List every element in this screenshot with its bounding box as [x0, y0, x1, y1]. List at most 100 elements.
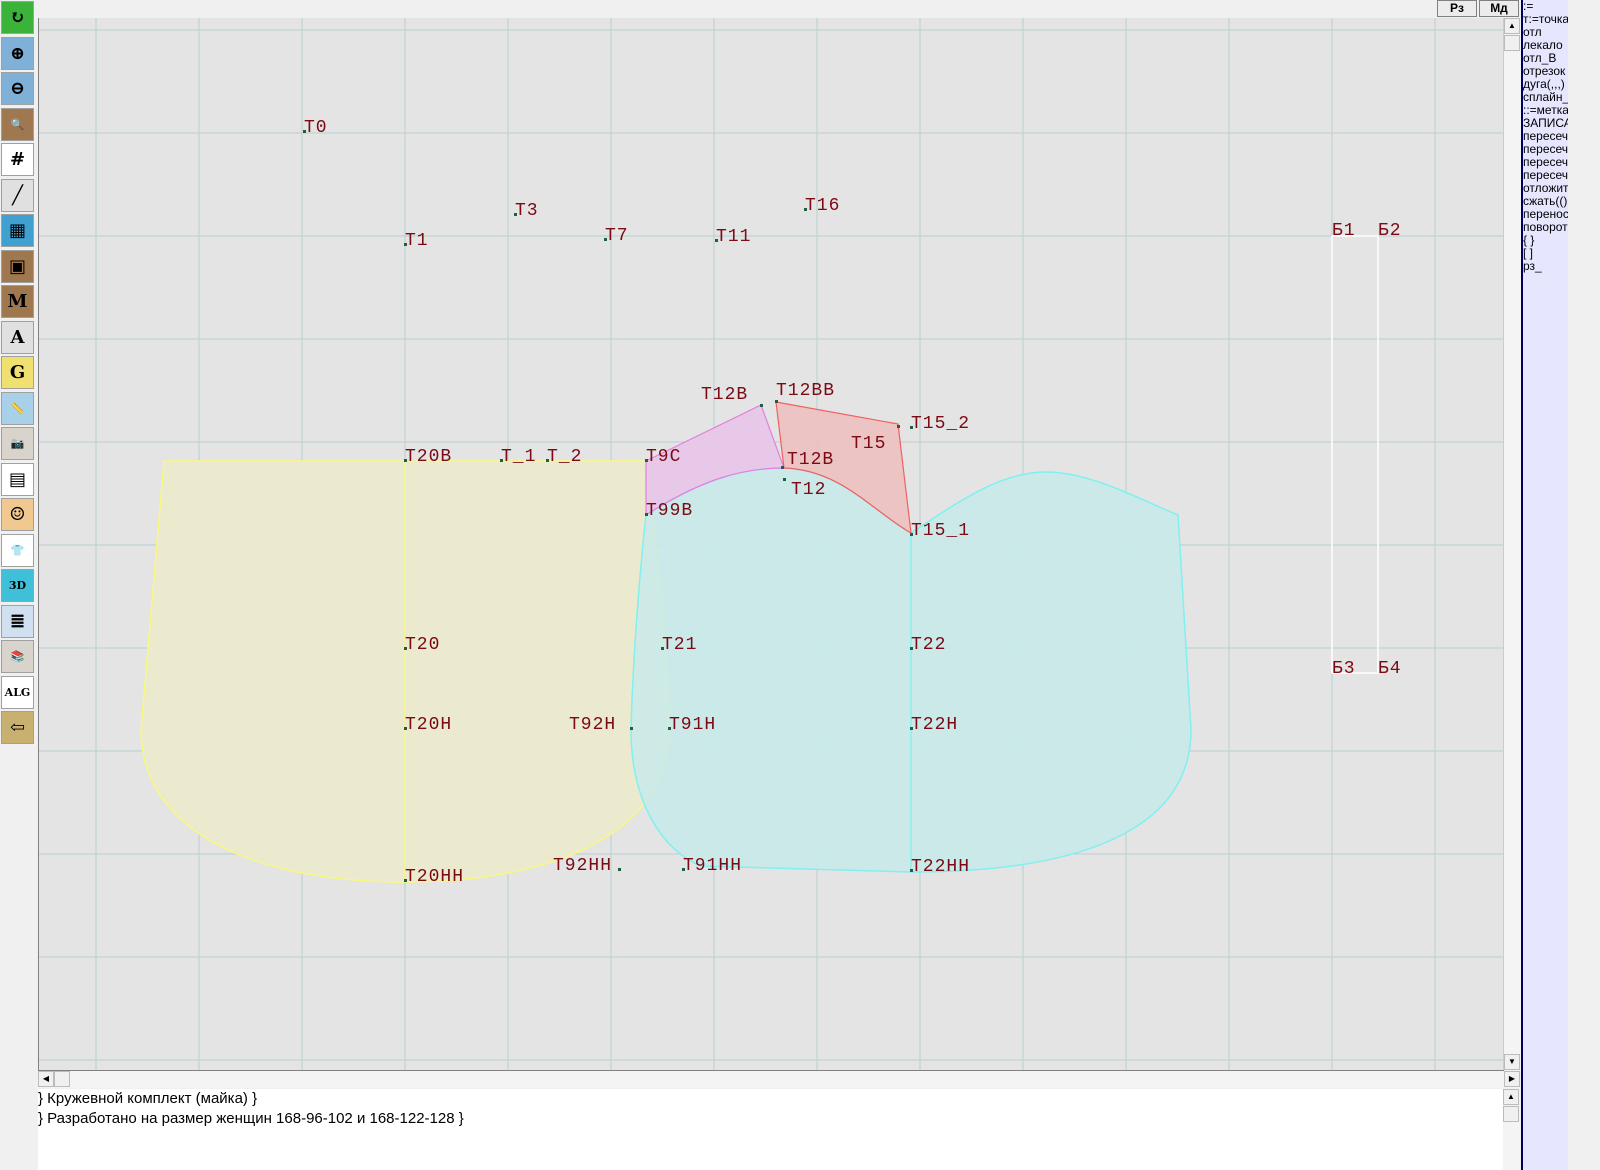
command-item[interactable]: т:=точка — [1523, 13, 1568, 26]
point-marker[interactable] — [404, 647, 407, 650]
point-label: Т21 — [662, 635, 697, 655]
hscroll-thumb[interactable] — [54, 1071, 70, 1087]
point-marker[interactable] — [668, 727, 671, 730]
zoom-in-button[interactable]: ⊕ — [1, 36, 34, 70]
command-item[interactable]: лекало — [1523, 39, 1563, 52]
ruler-button[interactable]: 📏 — [1, 391, 34, 425]
vertical-scrollbar[interactable]: ▲ ▼ — [1503, 18, 1521, 1070]
pattern-magnify-button[interactable]: 🔍 — [1, 107, 34, 141]
avatar-button[interactable]: ☺ — [1, 498, 34, 531]
exit-button[interactable]: ⇦ — [1, 711, 34, 744]
command-item[interactable]: пересеч — [1523, 130, 1568, 143]
command-item[interactable]: пересеч — [1523, 169, 1568, 182]
line-segment-button[interactable]: ╱ — [1, 178, 34, 212]
comment-area[interactable]: } Кружевной комплект (майка) } } Разрабо… — [38, 1089, 1503, 1170]
command-item[interactable]: отл_В — [1523, 52, 1557, 65]
point-marker[interactable] — [910, 647, 913, 650]
command-item[interactable]: отложит — [1523, 182, 1568, 195]
algorithm-button[interactable]: ALG — [1, 675, 34, 709]
command-item[interactable]: сжать(() — [1523, 195, 1568, 208]
pattern-m-button[interactable]: M — [1, 285, 34, 318]
jacket-button[interactable]: 👕 — [1, 533, 34, 567]
point-marker[interactable] — [645, 459, 648, 462]
point-marker[interactable] — [910, 727, 913, 730]
point-marker[interactable] — [514, 213, 517, 216]
pattern-outline-button[interactable]: ▣ — [1, 249, 34, 283]
point-marker[interactable] — [661, 647, 664, 650]
scroll-thumb[interactable] — [1504, 35, 1520, 51]
document-list-button[interactable]: ≣ — [1, 604, 34, 638]
point-marker[interactable] — [682, 868, 685, 871]
scroll-right-button[interactable]: ▶ — [1504, 1071, 1520, 1087]
point-label: Т91НН — [683, 856, 742, 876]
pattern-m-icon: M — [7, 291, 28, 312]
point-marker[interactable] — [783, 478, 786, 481]
point-marker[interactable] — [618, 868, 621, 871]
point-marker[interactable] — [546, 459, 549, 462]
compass-button[interactable]: A — [1, 320, 34, 354]
md-button[interactable]: Мд — [1479, 0, 1519, 17]
point-marker[interactable] — [781, 466, 784, 469]
grid-button[interactable]: # — [1, 143, 34, 176]
map-button[interactable]: ▦ — [1, 214, 34, 247]
command-item[interactable]: рз_ — [1523, 260, 1542, 273]
drawing-canvas[interactable]: Т0 Т1 Т3 Т7 Т11 Т16 Т20В Т_1 Т_2 Т9С Т12В Т12ВВ Т15 Т… — [38, 18, 1504, 1071]
zoom-out-icon: ⊖ — [9, 78, 26, 99]
scroll-left-button[interactable]: ◀ — [38, 1071, 54, 1087]
point-marker[interactable] — [715, 239, 718, 242]
avatar-icon: ☺ — [9, 504, 26, 525]
point-marker[interactable] — [804, 208, 807, 211]
books-button[interactable]: 📚 — [1, 640, 34, 673]
comment-scrollbar[interactable]: ▲ — [1503, 1089, 1520, 1170]
command-item[interactable]: ::=метка — [1523, 104, 1568, 117]
point-marker[interactable] — [775, 400, 778, 403]
point-marker[interactable] — [404, 243, 407, 246]
comment-scroll-up[interactable]: ▲ — [1503, 1089, 1519, 1105]
point-marker[interactable] — [910, 533, 913, 536]
command-item[interactable]: [ ] — [1523, 247, 1534, 260]
command-item[interactable]: отрезок — [1523, 65, 1566, 78]
horizontal-scrollbar[interactable]: ◀ ▶ — [38, 1071, 1520, 1088]
point-marker[interactable] — [760, 404, 763, 407]
3d-button[interactable]: 3D — [1, 569, 34, 602]
rz-button[interactable]: Рз — [1437, 0, 1477, 17]
point-marker[interactable] — [303, 130, 306, 133]
point-marker[interactable] — [630, 727, 633, 730]
command-item[interactable]: := — [1523, 0, 1534, 13]
refresh-button[interactable]: ↻ — [1, 1, 34, 34]
point-label: Т12ВВ — [776, 381, 835, 401]
pattern-g-button[interactable]: G — [1, 356, 34, 389]
scroll-up-button[interactable]: ▲ — [1504, 18, 1520, 34]
point-marker[interactable] — [404, 459, 407, 462]
camera-button[interactable]: 📷 — [1, 427, 34, 460]
point-marker[interactable] — [645, 513, 648, 516]
command-item[interactable]: поворот — [1523, 221, 1568, 234]
point-marker[interactable] — [910, 869, 913, 872]
command-panel: := т:=точка отл лекало отл_В отрезок дуга(,,,)… — [1521, 0, 1568, 1170]
command-item[interactable]: дуга(,,,) — [1523, 78, 1565, 91]
point-label: Т3 — [515, 201, 539, 221]
command-item[interactable]: пересеч — [1523, 156, 1568, 169]
command-item[interactable]: перенос — [1523, 208, 1568, 221]
point-marker[interactable] — [500, 459, 503, 462]
point-label: Т12В — [701, 385, 748, 405]
point-label: Т22НН — [911, 857, 970, 877]
point-marker[interactable] — [404, 879, 407, 882]
scroll-down-button[interactable]: ▼ — [1504, 1054, 1520, 1070]
zoom-out-button[interactable]: ⊖ — [1, 72, 34, 105]
point-label: Т_2 — [547, 447, 582, 467]
point-marker[interactable] — [910, 426, 913, 429]
point-marker[interactable] — [404, 727, 407, 730]
point-label: Б4 — [1378, 659, 1402, 679]
spreadsheet-button[interactable]: ▤ — [1, 462, 34, 496]
point-marker[interactable] — [897, 425, 900, 428]
point-label: Т15_2 — [911, 414, 970, 434]
command-item[interactable]: пересеч — [1523, 143, 1568, 156]
point-marker[interactable] — [604, 238, 607, 241]
command-item[interactable]: ЗАПИСА — [1523, 117, 1568, 130]
command-item[interactable]: отл — [1523, 26, 1542, 39]
command-item[interactable]: сплайн_ — [1523, 91, 1568, 104]
comment-scroll-thumb[interactable] — [1503, 1106, 1519, 1122]
point-label: Б1 — [1332, 221, 1356, 241]
command-item[interactable]: { } — [1523, 234, 1535, 247]
